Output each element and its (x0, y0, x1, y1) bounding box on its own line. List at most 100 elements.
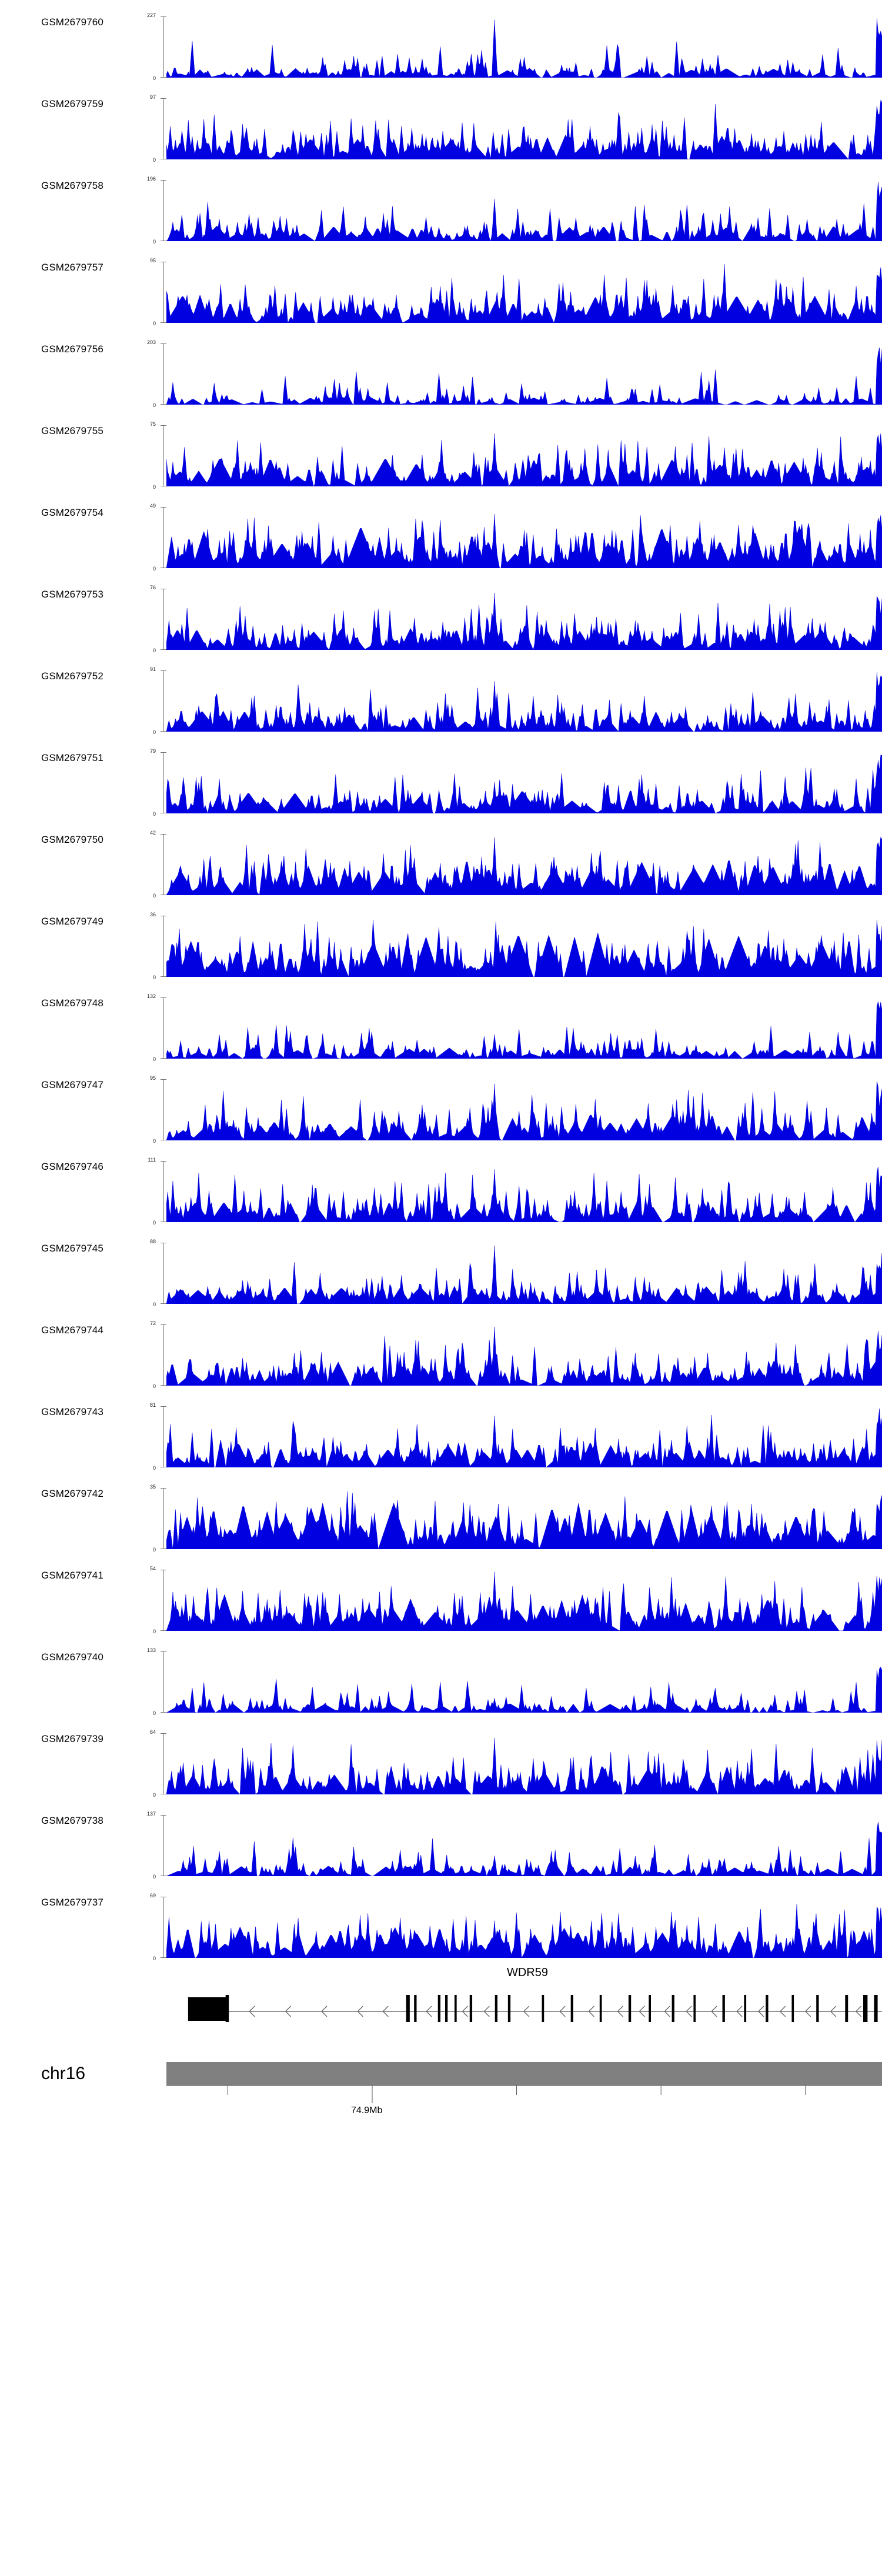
y-axis-line (163, 180, 164, 241)
gene-exon (816, 1995, 819, 2022)
y-axis-max-label: 88 (149, 1239, 156, 1244)
coverage-plot-area[interactable] (166, 916, 882, 977)
coverage-track[interactable]: GSM2679743 81 0 (0, 1390, 882, 1471)
coverage-plot-area[interactable] (166, 1079, 882, 1140)
track-y-axis: 95 0 (143, 258, 168, 326)
track-sample-label: GSM2679742 (41, 1488, 103, 1499)
gene-model-panel: WDR59 (0, 1962, 882, 2050)
coverage-plot-area[interactable] (166, 997, 882, 1059)
coverage-plot-area[interactable] (166, 670, 882, 732)
ideogram-bar[interactable]: 74.9Mb (166, 2058, 882, 2135)
gene-exon (766, 1995, 769, 2022)
coverage-track[interactable]: GSM2679747 95 0 (0, 1063, 882, 1144)
gene-exon (542, 1995, 544, 2022)
coverage-track[interactable]: GSM2679750 42 0 (0, 817, 882, 899)
coverage-track[interactable]: GSM2679754 49 0 (0, 490, 882, 572)
coverage-plot-area[interactable] (166, 1406, 882, 1467)
y-axis-tick-top (161, 670, 168, 671)
coverage-track[interactable]: GSM2679742 35 0 (0, 1471, 882, 1553)
coverage-track[interactable]: GSM2679752 91 0 (0, 654, 882, 736)
gene-model-svg (188, 1995, 882, 2022)
coverage-track[interactable]: GSM2679737 69 0 (0, 1880, 882, 1962)
coverage-track[interactable]: GSM2679744 72 0 (0, 1308, 882, 1390)
gene-model-track[interactable] (166, 1984, 882, 2026)
strand-arrow (321, 2006, 328, 2017)
coverage-track[interactable]: GSM2679759 97 0 (0, 82, 882, 163)
coverage-plot-area[interactable] (166, 507, 882, 568)
coverage-histogram (166, 99, 882, 159)
coverage-plot-area[interactable] (166, 1733, 882, 1794)
coverage-track[interactable]: GSM2679741 54 0 (0, 1553, 882, 1635)
y-axis-max-label: 36 (149, 912, 156, 917)
y-axis-min-label: 0 (152, 1629, 156, 1634)
y-axis-max-label: 97 (149, 94, 156, 100)
coverage-track[interactable]: GSM2679760 227 0 (0, 0, 882, 82)
y-axis-tick-top (161, 1488, 168, 1489)
gene-exon (507, 1995, 511, 2022)
y-axis-tick-bottom (161, 649, 168, 650)
coverage-plot-area[interactable] (166, 16, 882, 78)
coverage-plot-area[interactable] (166, 589, 882, 650)
coverage-plot-area[interactable] (166, 1243, 882, 1304)
y-axis-min-label: 0 (152, 893, 156, 899)
y-axis-min-label: 0 (152, 239, 156, 245)
coverage-plot-area[interactable] (166, 98, 882, 159)
coverage-track[interactable]: GSM2679758 196 0 (0, 163, 882, 245)
gene-exon (649, 1995, 651, 2022)
coverage-plot-area[interactable] (166, 343, 882, 405)
coverage-plot-area[interactable] (166, 1488, 882, 1549)
coverage-track[interactable]: GSM2679749 36 0 (0, 899, 882, 981)
y-axis-line (163, 262, 164, 323)
coverage-track[interactable]: GSM2679738 137 0 (0, 1798, 882, 1880)
coverage-plot-area[interactable] (166, 1897, 882, 1958)
coverage-track[interactable]: GSM2679755 75 0 (0, 409, 882, 490)
y-axis-min-label: 0 (152, 484, 156, 490)
track-y-axis: 69 0 (143, 1893, 168, 1961)
y-axis-tick-bottom (161, 1385, 168, 1386)
coverage-plot-area[interactable] (166, 1815, 882, 1876)
coverage-track[interactable]: GSM2679753 76 0 (0, 572, 882, 654)
coverage-track[interactable]: GSM2679739 64 0 (0, 1717, 882, 1798)
strand-arrow (249, 2006, 255, 2017)
coverage-track[interactable]: GSM2679751 79 0 (0, 736, 882, 817)
strand-arrow (686, 2006, 692, 2017)
y-axis-line (163, 1815, 164, 1876)
coverage-track[interactable]: GSM2679756 203 0 (0, 327, 882, 409)
coverage-plot-area[interactable] (166, 1324, 882, 1386)
y-axis-min-label: 0 (152, 648, 156, 653)
y-axis-max-label: 81 (149, 1402, 156, 1408)
y-axis-min-label: 0 (152, 402, 156, 408)
y-axis-tick-bottom (161, 404, 168, 405)
coverage-track[interactable]: GSM2679746 111 0 (0, 1144, 882, 1226)
coverage-plot-area[interactable] (166, 180, 882, 241)
coverage-histogram (166, 433, 882, 486)
y-axis-tick-top (161, 1406, 168, 1407)
y-axis-tick-top (161, 997, 168, 998)
coverage-track[interactable]: GSM2679745 88 0 (0, 1226, 882, 1308)
strand-arrow (804, 2006, 811, 2017)
coverage-plot-area[interactable] (166, 1161, 882, 1222)
coverage-plot-area[interactable] (166, 1651, 882, 1713)
y-axis-max-label: 132 (146, 993, 156, 999)
gene-exon (406, 1995, 410, 2022)
coverage-histogram (166, 1904, 882, 1958)
coverage-plot-area[interactable] (166, 425, 882, 486)
track-sample-label: GSM2679741 (41, 1570, 103, 1581)
y-axis-max-label: 95 (149, 1075, 156, 1081)
y-axis-line (163, 1897, 164, 1958)
coverage-track[interactable]: GSM2679748 132 0 (0, 981, 882, 1063)
y-axis-tick-top (161, 1815, 168, 1816)
coverage-plot-area[interactable] (166, 262, 882, 323)
coverage-track[interactable]: GSM2679757 95 0 (0, 245, 882, 327)
y-axis-tick-top (161, 752, 168, 753)
y-axis-tick-top (161, 507, 168, 508)
track-sample-label: GSM2679754 (41, 507, 103, 518)
y-axis-max-label: 69 (149, 1893, 156, 1898)
strand-arrow (617, 2006, 623, 2017)
gene-exon (845, 1995, 848, 2022)
coverage-plot-area[interactable] (166, 834, 882, 895)
coverage-track[interactable]: GSM2679740 133 0 (0, 1635, 882, 1717)
coverage-plot-area[interactable] (166, 1570, 882, 1631)
coverage-plot-area[interactable] (166, 752, 882, 813)
strand-arrow (736, 2006, 743, 2017)
